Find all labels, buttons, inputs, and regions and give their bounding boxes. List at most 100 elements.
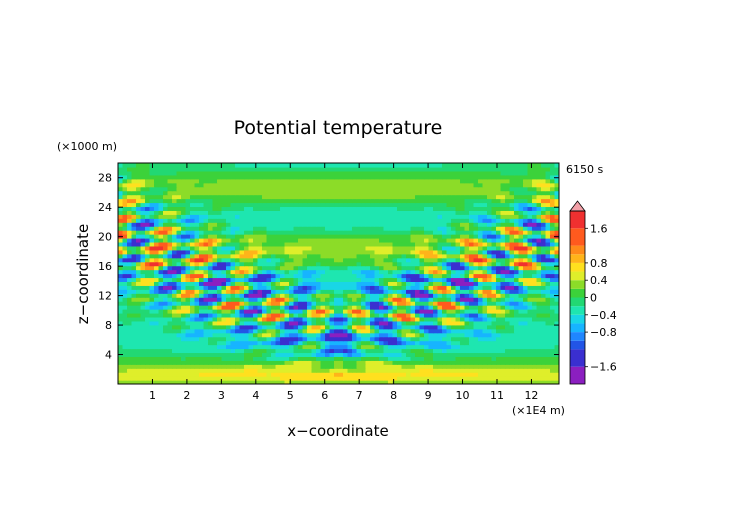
heatmap-cell xyxy=(149,360,155,365)
heatmap-cell xyxy=(406,253,412,259)
heatmap-cell xyxy=(131,328,137,334)
heatmap-cell xyxy=(424,368,430,373)
heatmap-cell xyxy=(298,301,304,306)
heatmap-cell xyxy=(221,332,227,338)
heatmap-cell xyxy=(451,328,457,334)
heatmap-cell xyxy=(275,332,281,338)
heatmap-cell xyxy=(244,332,250,338)
heatmap-cell xyxy=(226,202,232,208)
heatmap-cell xyxy=(149,356,155,361)
heatmap-cell xyxy=(320,309,326,314)
heatmap-cell xyxy=(158,194,164,200)
heatmap-cell xyxy=(158,336,164,342)
heatmap-cell xyxy=(275,230,281,235)
heatmap-cell xyxy=(460,316,466,322)
heatmap-cell xyxy=(275,257,281,263)
heatmap-cell xyxy=(293,336,299,342)
heatmap-cell xyxy=(541,324,547,330)
heatmap-cell xyxy=(325,182,331,188)
heatmap-cell xyxy=(374,312,380,318)
heatmap-cell xyxy=(469,234,475,239)
heatmap-cell xyxy=(334,237,340,243)
heatmap-cell xyxy=(419,198,425,204)
heatmap-cell xyxy=(329,305,335,310)
heatmap-cell xyxy=(194,336,200,342)
heatmap-cell xyxy=(293,305,299,310)
heatmap-cell xyxy=(154,312,160,318)
heatmap-cell xyxy=(347,218,353,223)
heatmap-cell xyxy=(437,336,443,342)
heatmap-cell xyxy=(194,186,200,192)
heatmap-cell xyxy=(496,336,502,342)
heatmap-cell xyxy=(176,234,182,239)
heatmap-cell xyxy=(176,316,182,322)
heatmap-cell xyxy=(149,241,155,247)
heatmap-cell xyxy=(545,206,551,211)
heatmap-cell xyxy=(199,324,205,330)
heatmap-cell xyxy=(127,198,133,204)
heatmap-cell xyxy=(541,352,547,357)
heatmap-cell xyxy=(266,182,272,188)
heatmap-cell xyxy=(145,194,151,200)
heatmap-cell xyxy=(406,285,412,290)
heatmap-cell xyxy=(334,265,340,271)
heatmap-cell xyxy=(244,277,250,282)
heatmap-cell xyxy=(298,348,304,354)
heatmap-cell xyxy=(167,186,173,192)
heatmap-cell xyxy=(316,332,322,338)
heatmap-cell xyxy=(284,360,290,365)
heatmap-cell xyxy=(293,380,299,384)
heatmap-cell xyxy=(442,336,448,342)
heatmap-cell xyxy=(208,237,214,243)
heatmap-cell xyxy=(442,218,448,223)
heatmap-cell xyxy=(262,297,268,302)
heatmap-cell xyxy=(235,230,241,235)
heatmap-cell xyxy=(500,241,506,247)
heatmap-cell xyxy=(239,368,245,373)
heatmap-cell xyxy=(388,328,394,334)
heatmap-cell xyxy=(424,253,430,259)
heatmap-cell xyxy=(473,261,479,267)
heatmap-cell xyxy=(172,202,178,208)
heatmap-cell xyxy=(509,372,515,377)
heatmap-cell xyxy=(437,214,443,219)
heatmap-cell xyxy=(428,309,434,314)
heatmap-cell xyxy=(307,198,313,204)
heatmap-cell xyxy=(532,364,538,369)
heatmap-cell xyxy=(392,301,398,306)
heatmap-cell xyxy=(428,253,434,259)
heatmap-cell xyxy=(248,289,254,294)
heatmap-cell xyxy=(410,309,416,314)
heatmap-cell xyxy=(266,297,272,302)
heatmap-cell xyxy=(230,265,236,271)
heatmap-cell xyxy=(401,210,407,215)
heatmap-cell xyxy=(334,344,340,350)
heatmap-cell xyxy=(149,261,155,267)
heatmap-cell xyxy=(419,234,425,239)
heatmap-cell xyxy=(554,265,559,271)
heatmap-cell xyxy=(388,332,394,338)
heatmap-cell xyxy=(505,332,511,338)
heatmap-cell xyxy=(190,297,196,302)
heatmap-cell xyxy=(554,309,559,314)
heatmap-cell xyxy=(226,297,232,302)
heatmap-cell xyxy=(514,218,520,223)
heatmap-cell xyxy=(397,348,403,354)
heatmap-cell xyxy=(442,245,448,251)
heatmap-cell xyxy=(311,285,317,290)
heatmap-cell xyxy=(392,218,398,223)
heatmap-cell xyxy=(176,297,182,302)
heatmap-cell xyxy=(460,226,466,231)
heatmap-cell xyxy=(280,372,286,377)
heatmap-cell xyxy=(172,186,178,192)
heatmap-cell xyxy=(280,210,286,215)
heatmap-cell xyxy=(383,194,389,200)
heatmap-cell xyxy=(316,226,322,231)
heatmap-cell xyxy=(370,245,376,251)
heatmap-cell xyxy=(356,348,362,354)
heatmap-cell xyxy=(118,297,124,302)
heatmap-cell xyxy=(325,249,331,255)
heatmap-cell xyxy=(118,265,124,271)
heatmap-cell xyxy=(406,336,412,342)
heatmap-cell xyxy=(415,312,421,318)
